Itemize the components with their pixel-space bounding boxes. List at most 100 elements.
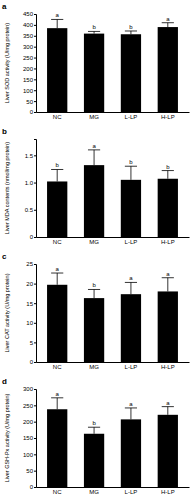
y-tick-mark bbox=[34, 487, 36, 488]
y-tick-label: 250 bbox=[23, 403, 34, 409]
annotation: a bbox=[129, 401, 133, 407]
y-tick: 400 bbox=[23, 22, 36, 28]
y-tick-label: 50 bbox=[26, 468, 33, 474]
marks bbox=[47, 273, 178, 362]
y-tick: 300 bbox=[23, 44, 36, 50]
x-tick-label: NC bbox=[53, 239, 62, 245]
error-bar bbox=[125, 282, 137, 294]
annotation: a bbox=[92, 143, 96, 149]
x-tick: MG bbox=[89, 362, 99, 370]
y-tick-label: 300 bbox=[23, 44, 34, 50]
y-tick-label: 1.0 bbox=[25, 180, 34, 186]
annotation: b bbox=[92, 282, 96, 288]
annotation: b bbox=[129, 24, 133, 30]
y-tick: 150 bbox=[23, 77, 36, 83]
y-tick-label: 200 bbox=[23, 419, 34, 425]
y-tick-mark bbox=[34, 303, 36, 304]
y-tick-label: 15 bbox=[26, 301, 33, 307]
y-axis-line bbox=[34, 15, 37, 113]
error-bar bbox=[162, 171, 174, 179]
y-tick: 450 bbox=[23, 11, 36, 17]
error-bar bbox=[162, 407, 174, 415]
x-tick: MG bbox=[89, 112, 99, 120]
x-tick-label: NC bbox=[53, 364, 62, 370]
y-axis: 050100150200250300 bbox=[23, 386, 37, 490]
bar bbox=[121, 294, 141, 362]
error-bar bbox=[51, 169, 63, 181]
y-tick: 0 bbox=[30, 359, 36, 365]
bar bbox=[47, 181, 67, 237]
y-tick-mark bbox=[34, 471, 36, 472]
error-bar bbox=[51, 398, 63, 409]
y-axis-title: Liver MDA contents (nmol/mg protein) bbox=[4, 142, 10, 234]
y-tick-label: 300 bbox=[23, 386, 34, 392]
y-tick-label: 100 bbox=[23, 88, 34, 94]
error-bar bbox=[51, 19, 63, 28]
x-axis-line bbox=[37, 237, 190, 238]
x-tick-label: L-LP bbox=[125, 239, 138, 245]
y-axis-title: Liver SOD activity (U/mg protein) bbox=[4, 23, 10, 104]
bar bbox=[121, 419, 141, 487]
panel-label: d bbox=[2, 377, 7, 386]
y-tick-label: 25 bbox=[26, 261, 33, 267]
bar bbox=[158, 179, 178, 237]
x-tick: H-LP bbox=[161, 112, 175, 120]
annotation: a bbox=[56, 12, 60, 18]
y-tick-mark bbox=[34, 342, 36, 343]
error-bar bbox=[162, 23, 174, 27]
x-tick: NC bbox=[53, 237, 62, 245]
y-tick-label: 20 bbox=[26, 281, 33, 287]
error-bar bbox=[125, 31, 137, 34]
y-tick-mark bbox=[34, 284, 36, 285]
x-tick-label: NC bbox=[53, 489, 62, 495]
y-tick-label: 10 bbox=[26, 320, 33, 326]
y-tick-mark bbox=[34, 264, 36, 265]
y-tick: 1.0 bbox=[25, 180, 36, 186]
panel-label: a bbox=[2, 2, 7, 11]
y-tick-label: 0 bbox=[30, 234, 34, 240]
y-tick-mark bbox=[34, 58, 36, 59]
marks bbox=[47, 150, 178, 237]
x-tick: L-LP bbox=[125, 237, 138, 245]
y-tick: 100 bbox=[23, 452, 36, 458]
y-tick: 15 bbox=[26, 301, 36, 307]
x-tick: L-LP bbox=[125, 362, 138, 370]
x-axis-line bbox=[37, 112, 190, 113]
y-axis-title: Liver GSH-Px activity (U/mg protein) bbox=[4, 394, 10, 483]
y-tick: 25 bbox=[26, 261, 36, 267]
y-tick-label: 100 bbox=[23, 452, 34, 458]
y-tick-mark bbox=[34, 438, 36, 439]
annotation: a bbox=[166, 400, 170, 406]
y-tick-mark bbox=[34, 237, 36, 238]
y-axis-line bbox=[34, 140, 37, 238]
y-tick-mark bbox=[34, 362, 36, 363]
y-tick-mark bbox=[34, 422, 36, 423]
bar bbox=[158, 27, 178, 112]
y-tick-label: 200 bbox=[23, 66, 34, 72]
y-tick: 0.5 bbox=[25, 207, 36, 213]
annotation: a bbox=[56, 391, 60, 397]
annotation: b bbox=[129, 159, 133, 165]
x-tick-label: MG bbox=[89, 489, 99, 495]
x-tick: NC bbox=[53, 112, 62, 120]
y-tick-label: 150 bbox=[23, 435, 34, 441]
error-bar bbox=[125, 408, 137, 419]
y-tick-label: 1.5 bbox=[25, 153, 34, 159]
y-tick: 150 bbox=[23, 435, 36, 441]
x-axis: NCMGL-LPH-LP bbox=[37, 237, 190, 245]
y-axis: 0 0.5 1.0 1.5 bbox=[25, 140, 37, 241]
y-tick-mark bbox=[34, 454, 36, 455]
x-tick-label: H-LP bbox=[161, 364, 175, 370]
y-tick-label: 250 bbox=[23, 55, 34, 61]
y-axis-line bbox=[34, 265, 37, 363]
y-tick: 100 bbox=[23, 88, 36, 94]
x-tick-label: H-LP bbox=[161, 114, 175, 120]
y-tick: 350 bbox=[23, 33, 36, 39]
y-tick-mark bbox=[34, 68, 36, 69]
bar bbox=[47, 28, 67, 112]
panel: 00.51.01.5NCMGL-LPH-LPbabbLiver MDA cont… bbox=[4, 140, 190, 246]
y-tick-label: 0 bbox=[30, 109, 34, 115]
y-tick-mark bbox=[34, 389, 36, 390]
x-tick: NC bbox=[53, 362, 62, 370]
x-tick: H-LP bbox=[161, 237, 175, 245]
